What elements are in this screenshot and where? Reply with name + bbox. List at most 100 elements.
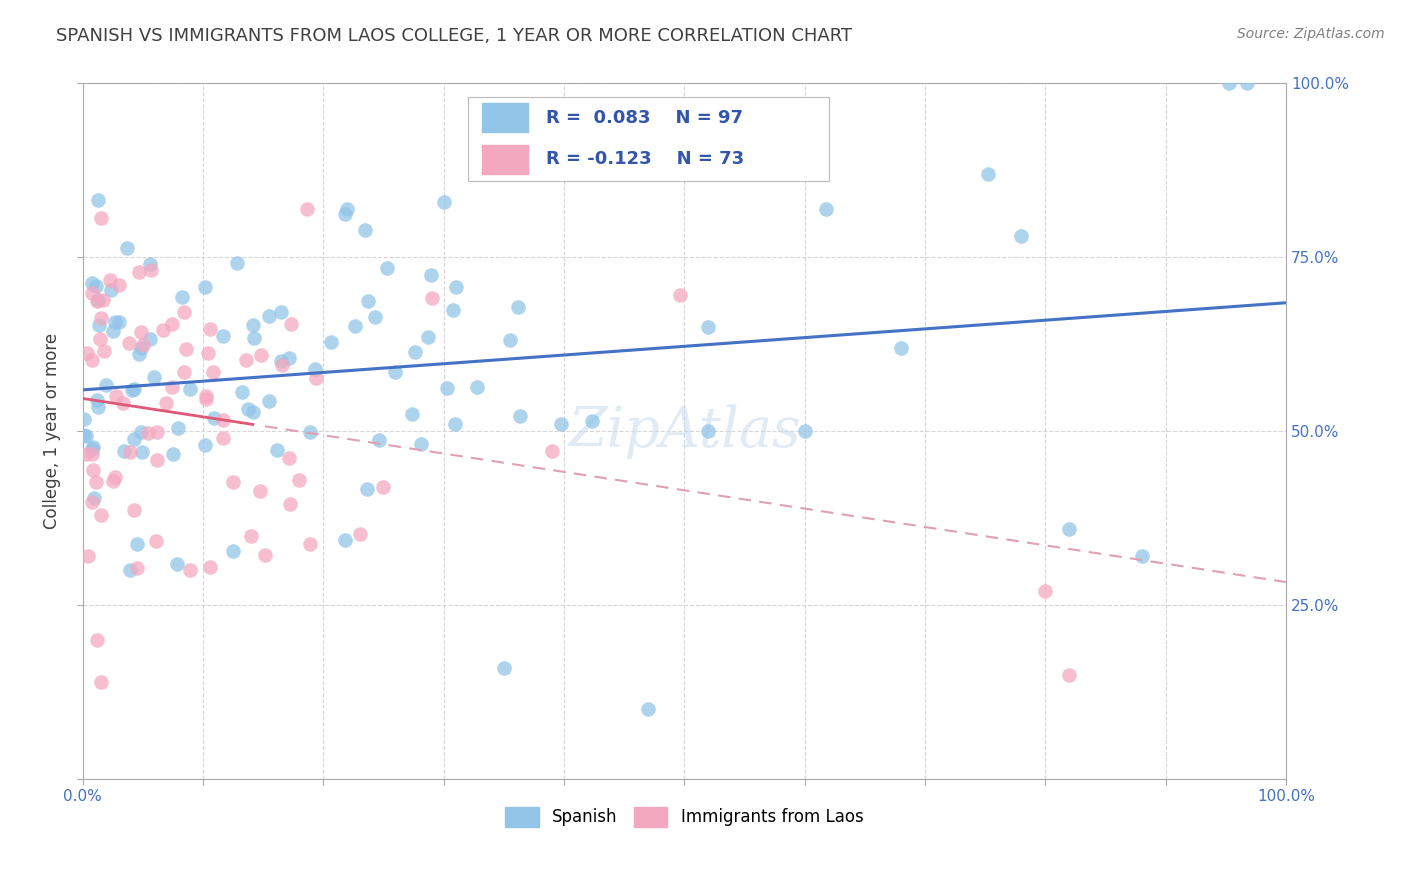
Point — [82, 447, 104, 461]
Point — [118, 563, 141, 577]
Point — [160, 380, 183, 394]
Point — [86, 294, 108, 309]
Point — [90, 674, 112, 689]
Point — [373, 480, 395, 494]
Point — [118, 445, 141, 459]
Point — [101, 474, 124, 488]
Point — [354, 223, 377, 237]
Point — [179, 563, 201, 577]
Point — [160, 317, 183, 331]
Point — [508, 300, 530, 314]
Y-axis label: College, 1 year or more: College, 1 year or more — [44, 333, 60, 529]
Point — [145, 533, 167, 548]
Point — [278, 451, 301, 466]
Point — [87, 293, 110, 307]
Point — [319, 334, 342, 349]
Point — [1218, 77, 1240, 91]
Point — [174, 343, 197, 357]
Point — [112, 444, 135, 458]
Point — [197, 346, 219, 360]
Point — [129, 425, 152, 440]
Point — [122, 432, 145, 446]
Point — [266, 443, 288, 458]
Point — [465, 380, 488, 394]
Point — [1033, 584, 1056, 599]
Point — [384, 365, 406, 379]
Point — [155, 396, 177, 410]
Point — [250, 348, 273, 362]
Point — [411, 436, 433, 450]
Point — [77, 549, 100, 563]
Point — [198, 560, 221, 574]
Point — [270, 354, 292, 368]
Point — [166, 557, 188, 571]
Point — [93, 343, 115, 358]
Point — [257, 394, 280, 409]
Point — [118, 336, 141, 351]
FancyBboxPatch shape — [482, 103, 527, 132]
Point — [179, 382, 201, 396]
Point — [581, 414, 603, 428]
Point — [211, 431, 233, 445]
Point — [82, 463, 104, 477]
Point — [249, 483, 271, 498]
Point — [103, 324, 125, 338]
Point — [333, 533, 356, 547]
Point — [976, 167, 998, 181]
Point — [129, 342, 152, 356]
Point — [231, 384, 253, 399]
Point — [416, 330, 439, 344]
Point — [145, 452, 167, 467]
Point — [132, 337, 155, 351]
Point — [550, 417, 572, 431]
Point — [129, 325, 152, 339]
Point — [82, 353, 104, 368]
Point — [1059, 522, 1081, 536]
Point — [242, 331, 264, 345]
Text: R = -0.123    N = 73: R = -0.123 N = 73 — [546, 150, 744, 169]
Point — [173, 365, 195, 379]
Point — [1130, 549, 1153, 564]
Point — [194, 438, 217, 452]
Point — [98, 273, 121, 287]
Point — [637, 702, 659, 716]
Point — [90, 508, 112, 522]
Point — [295, 202, 318, 216]
Point — [131, 445, 153, 459]
Point — [124, 382, 146, 396]
Point — [86, 393, 108, 408]
Point — [242, 405, 264, 419]
Point — [222, 544, 245, 558]
Text: ZipAtlas: ZipAtlas — [568, 404, 800, 458]
Point — [87, 400, 110, 414]
Point — [100, 283, 122, 297]
Point — [793, 424, 815, 438]
Point — [202, 365, 225, 379]
Point — [356, 483, 378, 497]
Point — [75, 429, 97, 443]
Point — [82, 276, 104, 290]
Point — [697, 424, 720, 438]
Point — [239, 529, 262, 543]
Point — [162, 446, 184, 460]
Point — [80, 442, 103, 456]
Point — [356, 293, 378, 308]
Point — [80, 495, 103, 509]
Point — [305, 371, 328, 385]
Point — [280, 317, 302, 331]
Point — [270, 358, 292, 372]
Point — [697, 319, 720, 334]
Point — [277, 351, 299, 365]
Point — [492, 660, 515, 674]
Point — [104, 470, 127, 484]
Point — [304, 362, 326, 376]
Point — [270, 305, 292, 319]
Point — [121, 383, 143, 397]
Point — [212, 328, 235, 343]
Point — [93, 293, 115, 308]
Point — [170, 290, 193, 304]
Point — [226, 256, 249, 270]
Text: Source: ZipAtlas.com: Source: ZipAtlas.com — [1237, 27, 1385, 41]
Point — [419, 268, 441, 282]
Point — [152, 322, 174, 336]
